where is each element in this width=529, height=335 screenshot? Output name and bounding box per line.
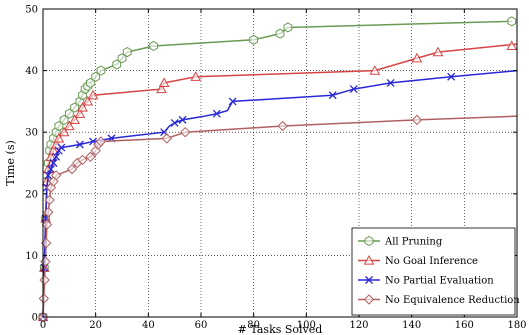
data-point bbox=[432, 46, 444, 57]
data-point bbox=[122, 47, 132, 58]
x-tick-label: 60 bbox=[195, 320, 208, 331]
data-point bbox=[87, 89, 99, 100]
data-point bbox=[50, 170, 62, 181]
legend-marker bbox=[363, 254, 375, 265]
plot-frame bbox=[42, 8, 518, 318]
legend-marker bbox=[363, 294, 375, 305]
data-point bbox=[38, 293, 49, 304]
data-point bbox=[447, 72, 456, 81]
data-point bbox=[69, 114, 80, 124]
legend-label: No Partial Evaluation bbox=[385, 276, 494, 287]
data-point bbox=[43, 207, 54, 218]
data-point bbox=[506, 40, 518, 51]
data-point bbox=[411, 114, 423, 126]
legend-entry: No Goal Inference bbox=[358, 254, 478, 267]
data-point bbox=[156, 83, 167, 94]
data-point bbox=[277, 120, 288, 132]
y-tick-label: 40 bbox=[25, 66, 38, 77]
x-tick-label: 160 bbox=[455, 320, 474, 331]
data-point bbox=[63, 120, 75, 131]
y-tick-label: 0 bbox=[32, 313, 38, 324]
data-point bbox=[44, 171, 53, 180]
data-point bbox=[49, 159, 58, 167]
data-point bbox=[77, 154, 88, 166]
legend-box bbox=[351, 227, 516, 316]
legend-label: All Pruning bbox=[384, 237, 443, 248]
legend-marker bbox=[365, 276, 373, 284]
x-tick-label: 80 bbox=[247, 320, 260, 331]
legend-entry: No Equivalence Reduction bbox=[358, 294, 520, 306]
data-point bbox=[178, 115, 187, 124]
grid-lines bbox=[43, 9, 517, 317]
data-point bbox=[77, 102, 88, 112]
data-point bbox=[386, 78, 395, 87]
x-axis-label: # Tasks Solved bbox=[238, 323, 323, 335]
data-point bbox=[39, 274, 50, 286]
data-point bbox=[74, 108, 86, 118]
x-tick-label: 140 bbox=[402, 320, 421, 331]
data-point bbox=[369, 65, 381, 75]
data-point bbox=[328, 91, 337, 100]
x-tick-label: 40 bbox=[142, 320, 155, 331]
data-point bbox=[228, 97, 237, 106]
y-tick-label: 10 bbox=[25, 251, 38, 262]
data-point bbox=[283, 22, 293, 33]
legend-entry: No Partial Evaluation bbox=[358, 276, 494, 287]
data-point bbox=[249, 34, 259, 45]
data-point bbox=[57, 143, 66, 152]
series-2 bbox=[37, 40, 518, 322]
data-point bbox=[349, 85, 358, 94]
data-point bbox=[149, 40, 158, 52]
data-point bbox=[66, 163, 78, 175]
data-point bbox=[46, 165, 55, 174]
data-point bbox=[95, 136, 107, 147]
data-point bbox=[82, 95, 94, 106]
x-tick-label: 120 bbox=[349, 320, 368, 331]
data-point bbox=[85, 151, 96, 163]
legend-label: No Goal Inference bbox=[385, 256, 478, 267]
legend: All Pruning No Goal Inference No Partial E… bbox=[351, 227, 520, 316]
data-point bbox=[44, 194, 55, 206]
data-point bbox=[507, 16, 517, 27]
data-point bbox=[96, 65, 106, 76]
data-point bbox=[275, 28, 285, 39]
y-tick-label: 20 bbox=[25, 189, 38, 200]
y-tick-label: 50 bbox=[25, 5, 38, 16]
data-point bbox=[170, 119, 179, 127]
data-point bbox=[212, 109, 221, 118]
x-tick-label: 180 bbox=[507, 320, 526, 331]
series-layer bbox=[37, 16, 518, 323]
legend-label: No Equivalence Reduction bbox=[385, 295, 520, 306]
data-point bbox=[52, 152, 61, 161]
x-tick-label: 0 bbox=[40, 320, 46, 331]
data-point bbox=[41, 219, 53, 230]
legend-entry: All Pruning bbox=[358, 235, 443, 248]
data-point bbox=[158, 77, 170, 88]
data-point bbox=[75, 140, 84, 149]
data-point bbox=[58, 126, 70, 137]
x-tick-label: 100 bbox=[297, 320, 316, 331]
data-point bbox=[411, 52, 423, 63]
y-axis-label: Time (s) bbox=[4, 140, 17, 186]
y-tick-label: 30 bbox=[25, 128, 38, 139]
data-point bbox=[161, 133, 172, 144]
data-point bbox=[53, 132, 65, 143]
legend-marker bbox=[364, 235, 374, 247]
x-tick-label: 20 bbox=[89, 320, 102, 331]
data-point bbox=[190, 71, 202, 81]
data-point bbox=[179, 126, 191, 138]
